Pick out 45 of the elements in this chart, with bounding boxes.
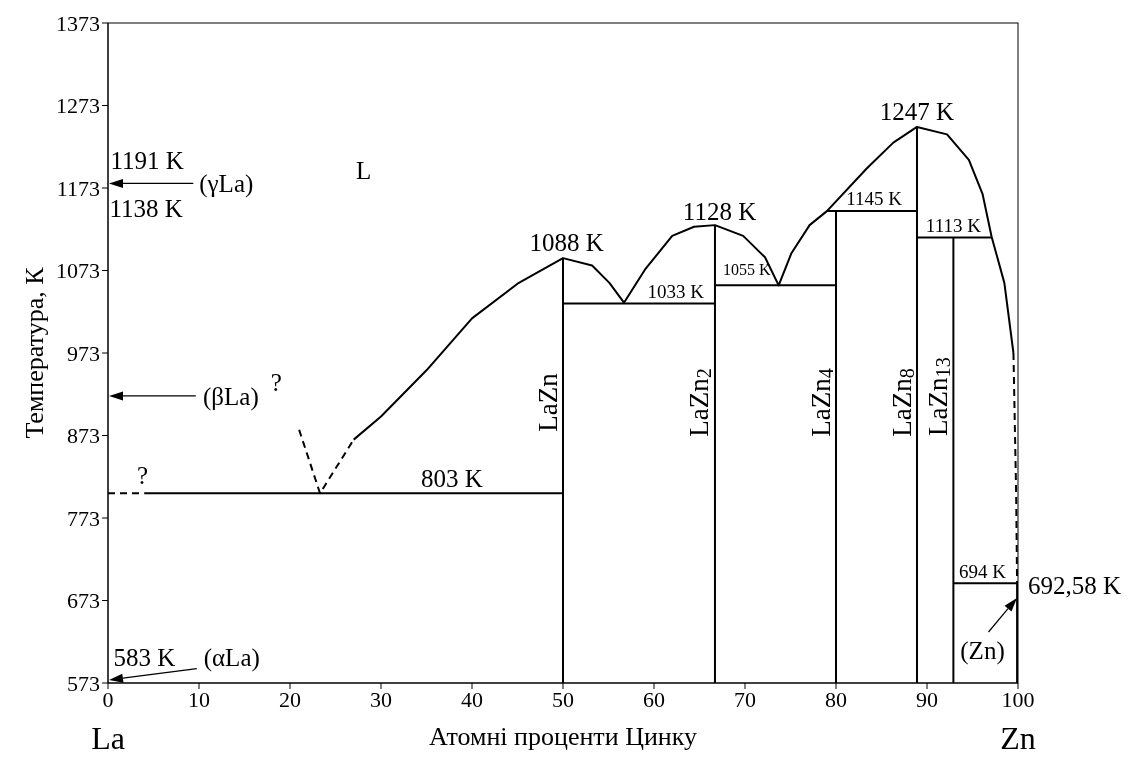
x-tick-label: 40 (461, 686, 483, 712)
annotation: 1113 K (925, 214, 982, 236)
annotation: (αLa) (203, 643, 260, 672)
x-tick-label: 60 (643, 686, 665, 712)
x-tick-label: 20 (279, 686, 301, 712)
x-tick-label: 100 (1001, 686, 1035, 712)
y-tick-label: 573 (67, 670, 100, 696)
annotation: 1088 K (529, 228, 604, 256)
y-tick-label: 873 (67, 423, 100, 449)
annotation: (βLa) (202, 382, 259, 411)
x-tick-label: 70 (734, 686, 756, 712)
x-tick-label: 50 (552, 686, 574, 712)
y-tick-label: 673 (67, 588, 100, 614)
annotation: 1247 K (879, 97, 955, 125)
text: 692,58 K (1028, 571, 1122, 599)
text: Zn (1000, 720, 1036, 756)
y-tick-label: 1373 (56, 10, 100, 36)
annotation: (γLa) (199, 169, 254, 198)
annotation: 1128 K (682, 197, 757, 225)
x-tick-label: 90 (916, 686, 938, 712)
annotation: 1033 K (647, 280, 705, 302)
annotation: 803 K (421, 464, 483, 492)
annotation: 583 K (113, 643, 176, 671)
text: La (91, 720, 125, 756)
annotation: LaZn (532, 372, 563, 432)
annotation: 1191 K (110, 146, 184, 174)
x-tick-label: 10 (188, 686, 210, 712)
y-tick-label: 1073 (56, 258, 100, 284)
annotation: L (356, 156, 372, 184)
x-tick-label: 0 (102, 686, 114, 712)
annotation: ? (137, 461, 149, 489)
y-axis-title: Температура, К (19, 266, 49, 439)
x-tick-label: 30 (370, 686, 392, 712)
annotation: 1138 K (109, 194, 183, 222)
y-tick-label: 973 (67, 340, 100, 366)
y-tick-label: 1173 (56, 175, 100, 201)
annotation: 1145 K (846, 187, 903, 209)
x-axis-title: Атомні проценти Цинку (428, 722, 698, 751)
annotation: 694 K (959, 560, 1007, 582)
annotation: (Zn) (960, 636, 1005, 665)
annotation: ? (270, 368, 282, 396)
annotation: 1055 K (723, 260, 772, 278)
y-tick-label: 1273 (56, 93, 100, 119)
x-tick-label: 80 (825, 686, 847, 712)
y-tick-label: 773 (67, 505, 100, 531)
